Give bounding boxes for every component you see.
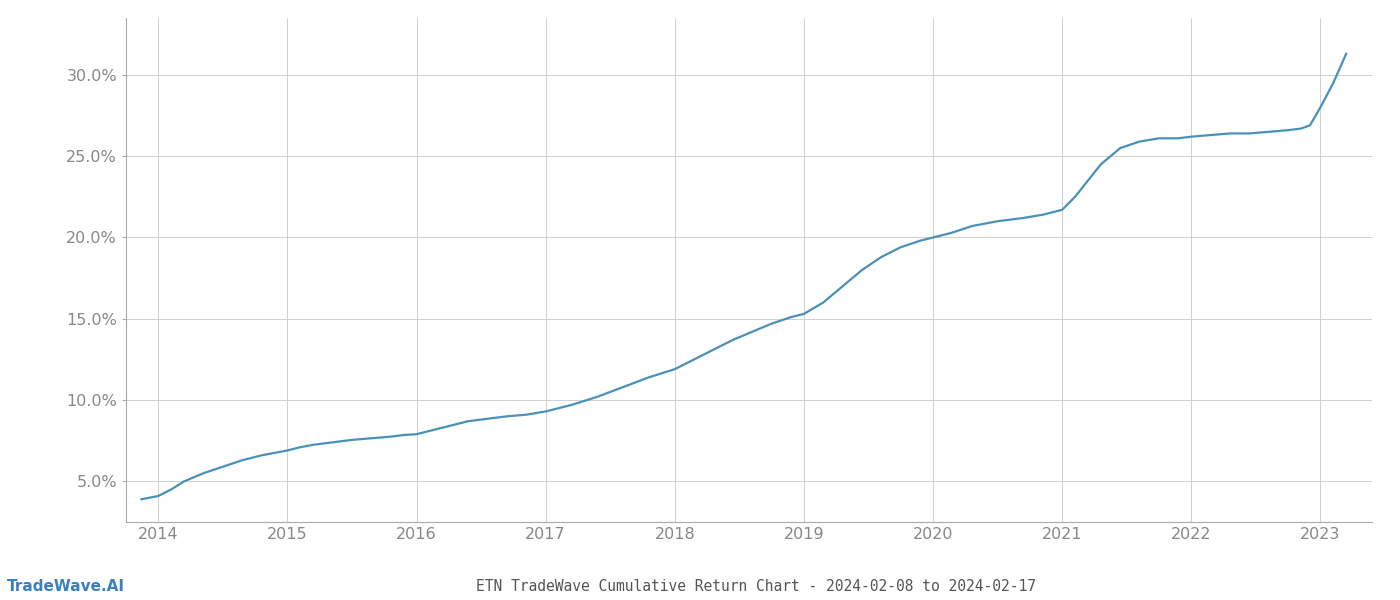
Text: TradeWave.AI: TradeWave.AI	[7, 579, 125, 594]
Text: ETN TradeWave Cumulative Return Chart - 2024-02-08 to 2024-02-17: ETN TradeWave Cumulative Return Chart - …	[476, 579, 1036, 594]
